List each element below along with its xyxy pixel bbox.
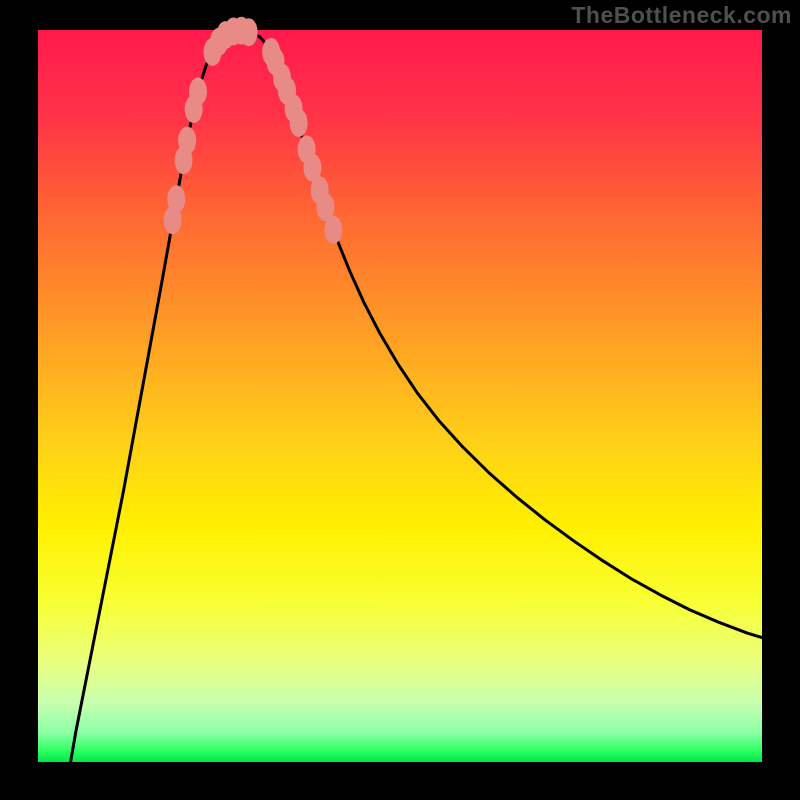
- stage: TheBottleneck.com: [0, 0, 800, 800]
- marker-dot: [178, 127, 196, 155]
- chart-svg: [0, 0, 800, 800]
- watermark-text: TheBottleneck.com: [571, 2, 792, 29]
- marker-dot: [324, 216, 342, 244]
- plot-background: [38, 30, 762, 762]
- marker-dot: [167, 185, 185, 213]
- marker-dot: [189, 77, 207, 105]
- marker-dot: [240, 18, 258, 46]
- marker-dot: [290, 109, 308, 137]
